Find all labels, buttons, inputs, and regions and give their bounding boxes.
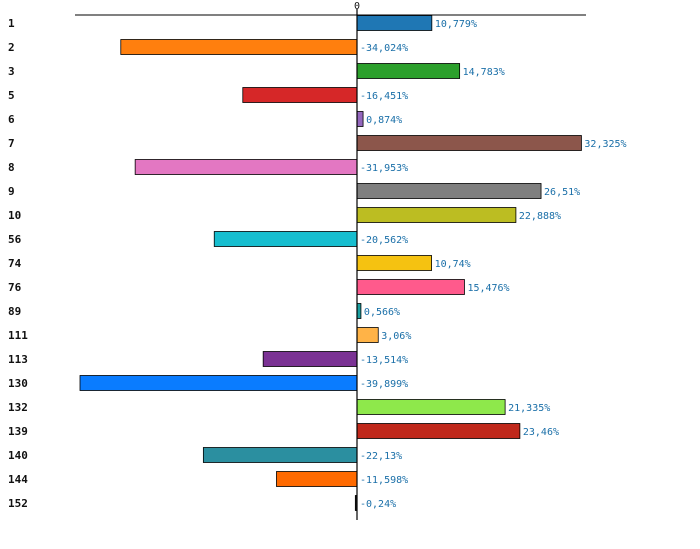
category-label: 89 (8, 305, 21, 318)
bar (262, 351, 358, 367)
value-label: -22,13% (360, 451, 402, 462)
value-label: 10,779% (435, 19, 477, 30)
value-label: 22,888% (519, 211, 561, 222)
category-label: 113 (8, 353, 28, 366)
category-label: 139 (8, 425, 28, 438)
category-label: 144 (8, 473, 28, 486)
bar (356, 135, 582, 151)
value-label: -11,598% (360, 475, 408, 486)
category-label: 132 (8, 401, 28, 414)
x-tick-label-zero: 0 (354, 1, 360, 12)
value-label: 26,51% (544, 187, 580, 198)
bar (356, 183, 542, 199)
category-label: 10 (8, 209, 21, 222)
value-label: -0,24% (360, 499, 396, 510)
value-label: -31,953% (360, 163, 408, 174)
bar (202, 447, 358, 463)
bar (276, 471, 358, 487)
category-label: 9 (8, 185, 15, 198)
bar (79, 375, 358, 391)
category-label: 56 (8, 233, 22, 246)
bar (356, 15, 433, 31)
bar (356, 399, 506, 415)
category-label: 5 (8, 89, 15, 102)
value-label: -20,562% (360, 235, 408, 246)
value-label: 0,566% (364, 307, 400, 318)
bar (356, 255, 432, 271)
value-label: 0,874% (366, 115, 402, 126)
bar (120, 39, 358, 55)
bar (356, 207, 517, 223)
value-label: -39,899% (360, 379, 408, 390)
value-label: 15,476% (467, 283, 509, 294)
bar (356, 63, 461, 79)
category-label: 76 (8, 281, 22, 294)
category-label: 6 (8, 113, 15, 126)
bar (356, 423, 521, 439)
category-label: 7 (8, 137, 15, 150)
category-label: 2 (8, 41, 15, 54)
bar (356, 327, 379, 343)
value-label: 21,335% (508, 403, 550, 414)
category-label: 8 (8, 161, 15, 174)
category-label: 3 (8, 65, 15, 78)
bar (242, 87, 358, 103)
value-label: 10,74% (435, 259, 471, 270)
category-label: 74 (8, 257, 22, 270)
category-label: 130 (8, 377, 28, 390)
category-label: 140 (8, 449, 28, 462)
category-label: 152 (8, 497, 28, 510)
bar (356, 279, 465, 295)
value-label: -13,514% (360, 355, 408, 366)
bar (134, 159, 358, 175)
value-label: 3,06% (381, 331, 411, 342)
value-label: 32,325% (584, 139, 626, 150)
category-label: 111 (8, 329, 28, 342)
bar (213, 231, 358, 247)
category-label: 1 (8, 17, 15, 30)
value-label: 23,46% (523, 427, 559, 438)
value-label: -16,451% (360, 91, 408, 102)
value-label: 14,783% (463, 67, 505, 78)
bar-group: 1 10,779% 2 -34,024% 3 14,783% 5 -16,451% 6 0,874… (8, 15, 627, 511)
bar (356, 111, 364, 127)
value-label: -34,024% (360, 43, 408, 54)
